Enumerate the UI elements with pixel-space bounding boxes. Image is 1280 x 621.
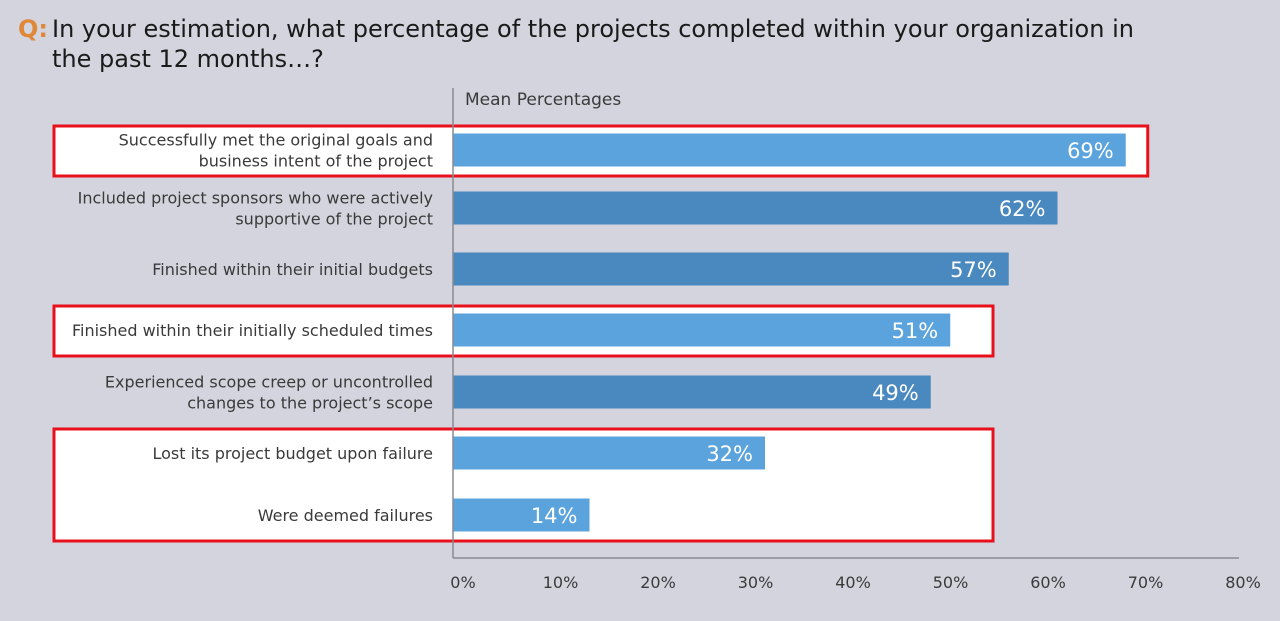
category-label: Finished within their initially schedule… (72, 321, 433, 340)
bar (453, 191, 1058, 225)
x-tick-label: 50% (933, 573, 969, 592)
x-tick-label: 20% (640, 573, 676, 592)
series-label: Mean Percentages (465, 90, 621, 110)
category-label-line: Included project sponsors who were activ… (78, 189, 433, 208)
category-label-line: changes to the project’s scope (187, 394, 433, 413)
bar-value-label: 32% (706, 442, 753, 466)
bar (453, 313, 951, 347)
bar-value-label: 62% (999, 197, 1046, 221)
category-label: Finished within their initial budgets (152, 260, 433, 279)
x-tick-label: 70% (1128, 573, 1164, 592)
x-tick-label: 30% (738, 573, 774, 592)
category-label-line: Finished within their initially schedule… (72, 321, 433, 340)
category-label: Were deemed failures (258, 506, 433, 525)
x-tick-label: 10% (543, 573, 579, 592)
category-label: Successfully met the original goals and b… (119, 131, 433, 171)
bar (453, 252, 1009, 286)
question-prefix: Q: (18, 15, 48, 43)
bar-value-label: 57% (950, 258, 997, 282)
category-label-line: Experienced scope creep or uncontrolled (105, 373, 433, 392)
bar (453, 375, 931, 409)
category-label-line: Successfully met the original goals and (119, 131, 433, 150)
category-label-line: Were deemed failures (258, 506, 433, 525)
bar (453, 436, 765, 470)
x-tick-label: 80% (1225, 573, 1261, 592)
category-label-line: Finished within their initial budgets (152, 260, 433, 279)
question-text: In your estimation, what percentage of t… (52, 15, 1134, 73)
x-tick-label: 0% (450, 573, 475, 592)
category-label: Experienced scope creep or uncontrolled c… (105, 373, 433, 413)
category-label-line: business intent of the project (199, 152, 433, 171)
x-tick-label: 40% (835, 573, 871, 592)
bar (453, 133, 1126, 167)
category-label: Included project sponsors who were activ… (78, 189, 433, 229)
bar (453, 498, 590, 532)
category-label-line: Lost its project budget upon failure (152, 444, 433, 463)
bar-value-label: 49% (872, 381, 919, 405)
category-label: Lost its project budget upon failure (152, 444, 433, 463)
bar-value-label: 51% (892, 319, 939, 343)
question-heading: Q: In your estimation, what percentage o… (18, 14, 1138, 74)
category-label-line: supportive of the project (235, 210, 433, 229)
bar-value-label: 69% (1067, 139, 1114, 163)
x-tick-label: 60% (1030, 573, 1066, 592)
bar-value-label: 14% (531, 504, 578, 528)
